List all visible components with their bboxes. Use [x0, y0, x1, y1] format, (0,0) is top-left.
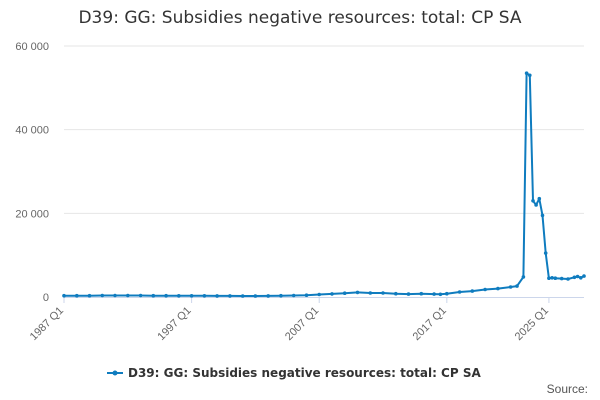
data-point[interactable] [240, 294, 245, 298]
y-tick-label: 0 [43, 292, 49, 304]
data-point[interactable] [534, 203, 538, 207]
series-line [64, 72, 585, 297]
data-point[interactable] [177, 294, 181, 298]
data-point[interactable] [317, 292, 322, 297]
data-point[interactable] [553, 276, 558, 281]
grid-layer [64, 45, 584, 214]
data-point[interactable] [100, 293, 105, 298]
data-point[interactable] [575, 274, 580, 279]
data-point[interactable] [470, 289, 475, 293]
data-point[interactable] [228, 294, 232, 298]
x-tick-label: 2025 Q1 [513, 305, 551, 343]
data-point[interactable] [253, 294, 258, 298]
x-tick-label: 1987 Q1 [28, 305, 66, 343]
y-axis-labels: 0 20 000 40 000 60 000 [15, 41, 49, 304]
data-point[interactable] [126, 293, 130, 298]
data-point[interactable] [87, 293, 92, 298]
data-point[interactable] [547, 276, 551, 281]
data-point[interactable] [266, 294, 271, 298]
data-point[interactable] [291, 293, 296, 298]
data-point[interactable] [582, 274, 586, 278]
data-point[interactable] [559, 276, 564, 281]
data-point[interactable] [355, 290, 360, 295]
x-tick-label: 2017 Q1 [411, 305, 449, 343]
y-tick-label: 40 000 [15, 125, 49, 137]
y-tick-label: 20 000 [15, 208, 49, 220]
y-tick-label: 60 000 [15, 41, 49, 53]
data-point[interactable] [279, 293, 283, 298]
data-point[interactable] [330, 292, 334, 296]
series-layer [62, 71, 586, 298]
data-point[interactable] [524, 71, 529, 75]
data-point[interactable] [528, 73, 532, 78]
data-point[interactable] [368, 291, 373, 295]
data-point[interactable] [62, 293, 66, 298]
data-point[interactable] [113, 293, 117, 298]
data-point[interactable] [394, 291, 398, 296]
data-point[interactable] [537, 196, 542, 201]
data-point[interactable] [164, 293, 168, 298]
data-point[interactable] [432, 292, 436, 296]
data-point[interactable] [540, 213, 545, 218]
data-point[interactable] [572, 275, 577, 280]
data-point[interactable] [189, 294, 194, 298]
data-point[interactable] [543, 251, 548, 255]
data-point[interactable] [521, 275, 526, 279]
data-point[interactable] [202, 294, 207, 298]
data-point[interactable] [483, 287, 487, 292]
data-point[interactable] [406, 292, 411, 296]
data-point[interactable] [215, 294, 219, 298]
data-point[interactable] [550, 276, 554, 280]
x-tick-label: 1997 Q1 [155, 305, 193, 343]
data-point[interactable] [419, 291, 424, 296]
chart-title: D39: GG: Subsidies negative resources: t… [78, 8, 522, 28]
data-point[interactable] [75, 293, 79, 298]
x-axis: 1987 Q1 1997 Q1 2007 Q1 2017 Q1 2025 Q1 [28, 297, 584, 343]
data-point[interactable] [151, 293, 156, 298]
x-tick-label: 2007 Q1 [283, 305, 321, 343]
data-point[interactable] [566, 277, 570, 281]
data-point[interactable] [579, 276, 583, 280]
data-point[interactable] [381, 291, 385, 295]
data-point[interactable] [304, 293, 309, 298]
data-point[interactable] [515, 284, 519, 288]
data-point[interactable] [138, 293, 143, 298]
data-point[interactable] [496, 286, 500, 291]
data-point[interactable] [457, 290, 462, 294]
legend[interactable]: D39: GG: Subsidies negative resources: t… [107, 366, 481, 380]
legend-label: D39: GG: Subsidies negative resources: t… [128, 366, 481, 380]
data-point[interactable] [445, 291, 449, 296]
data-point[interactable] [531, 199, 535, 203]
legend-marker-symbol [112, 370, 118, 376]
data-point[interactable] [508, 285, 513, 289]
credits-source[interactable]: Source: [547, 382, 588, 396]
data-point[interactable] [342, 291, 347, 296]
data-point[interactable] [438, 292, 443, 297]
